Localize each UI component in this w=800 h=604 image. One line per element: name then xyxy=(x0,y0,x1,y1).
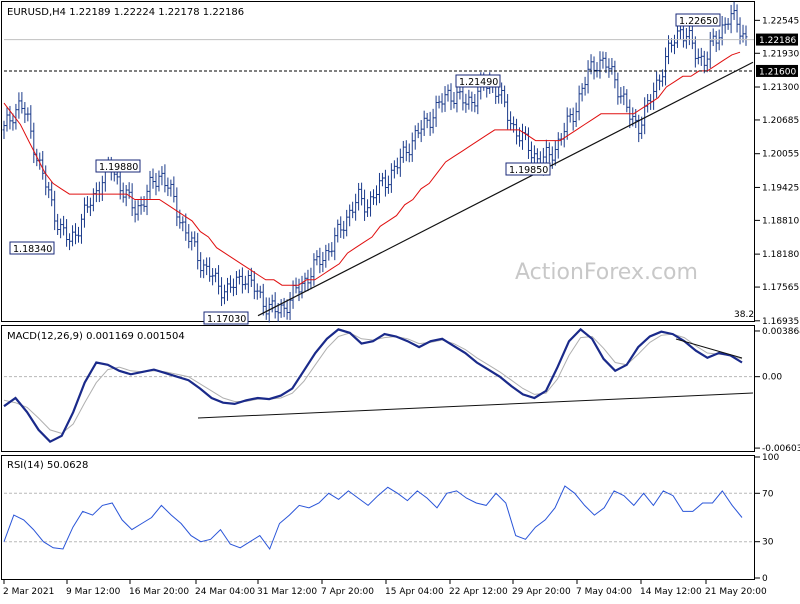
price-tick-label: 1.21300 xyxy=(762,83,799,93)
key-level-label: 1.18340 xyxy=(13,244,52,255)
price-tick-label: 1.18180 xyxy=(762,250,799,260)
macd-tick-label: 0.00 xyxy=(762,373,782,383)
time-tick-label: 15 Apr 04:00 xyxy=(385,587,444,597)
time-tick-label: 16 Mar 20:00 xyxy=(129,587,189,597)
time-tick-label: 14 May 12:00 xyxy=(640,587,702,597)
watermark: ActionForex.com xyxy=(515,260,698,285)
rsi-axis: 100 70 30 0 xyxy=(755,453,779,584)
macd-line xyxy=(3,327,743,444)
key-level-box xyxy=(95,159,141,173)
key-level-labels: 1.18340 1.19880 1.17030 1.21490 1.19850 1.226… xyxy=(9,13,721,325)
key-level-box xyxy=(675,13,721,27)
key-level-box xyxy=(505,162,551,176)
key-level-label: 1.17030 xyxy=(207,314,246,325)
macd-tick-label: 0.003864 xyxy=(762,327,800,337)
time-tick-label: 31 Mar 12:00 xyxy=(257,587,317,597)
key-level-box xyxy=(203,311,249,325)
key-level-box xyxy=(455,74,501,88)
time-axis: 2 Mar 2021 9 Mar 12:00 16 Mar 20:00 24 Mar … xyxy=(3,580,767,597)
time-tick-label: 9 Mar 12:00 xyxy=(66,587,121,597)
key-level-label: 1.21490 xyxy=(459,77,498,88)
rsi-panel-frame xyxy=(1,455,755,580)
fib-38-label: 38.2 xyxy=(734,310,754,320)
rsi-panel-title: RSI(14) 50.0628 xyxy=(7,460,88,471)
price-tick-label: 1.17565 xyxy=(762,283,799,293)
time-tick-label: 29 Apr 20:00 xyxy=(512,587,571,597)
rsi-panel: RSI(14) 50.0628 xyxy=(1,455,755,580)
time-tick-label: 24 Mar 04:00 xyxy=(195,587,255,597)
rsi-line xyxy=(3,485,743,551)
price-tick-label: 1.22545 xyxy=(762,16,799,26)
time-tick-label: 7 May 04:00 xyxy=(576,587,632,597)
horizontal-level-label: 1.21600 xyxy=(759,67,796,77)
key-level-box xyxy=(9,241,55,255)
price-bars xyxy=(2,1,748,323)
price-tick-label: 1.16935 xyxy=(762,317,799,327)
rsi-tick-label: 0 xyxy=(762,574,768,584)
key-level-label: 1.19850 xyxy=(509,165,548,176)
price-tick-label: 1.19425 xyxy=(762,183,799,193)
rsi-tick-label: 100 xyxy=(762,453,779,463)
price-tick-label: 1.21930 xyxy=(762,49,799,59)
price-tick-label: 1.18810 xyxy=(762,216,799,226)
price-tick-label: 1.20685 xyxy=(762,116,799,126)
time-tick-label: 21 May 20:00 xyxy=(705,587,767,597)
rsi-tick-label: 30 xyxy=(762,538,774,548)
key-level-label: 1.22650 xyxy=(679,16,718,27)
macd-panel: MACD(12,26,9) 0.001169 0.001504 xyxy=(1,325,755,452)
time-tick-label: 2 Mar 2021 xyxy=(3,587,54,597)
current-price-label: 1.22186 xyxy=(759,36,796,46)
price-tick-label: 1.20055 xyxy=(762,150,799,160)
price-panel: EURUSD,H4 1.22189 1.22224 1.22178 1.2218… xyxy=(1,1,755,325)
macd-resistance-trendline xyxy=(675,338,743,359)
price-panel-title: EURUSD,H4 1.22189 1.22224 1.22178 1.2218… xyxy=(7,7,244,18)
time-tick-label: 7 Apr 20:00 xyxy=(321,587,374,597)
macd-support-trendline xyxy=(197,392,754,419)
support-trendline xyxy=(257,61,754,317)
key-level-label: 1.19880 xyxy=(99,162,138,173)
horizontal-level-box xyxy=(756,64,798,77)
macd-axis: 0.003864 0.00 -0.006038 xyxy=(755,327,800,454)
price-axis: 1.22545 1.21930 1.21300 1.20685 1.20055 1.194… xyxy=(755,16,799,327)
macd-tick-label: -0.006038 xyxy=(762,444,800,454)
macd-panel-title: MACD(12,26,9) 0.001169 0.001504 xyxy=(7,331,185,342)
moving-average-line xyxy=(3,51,741,286)
current-price-box xyxy=(756,33,798,46)
rsi-tick-label: 70 xyxy=(762,489,774,499)
time-tick-label: 22 Apr 12:00 xyxy=(449,587,508,597)
macd-panel-frame xyxy=(1,325,755,452)
